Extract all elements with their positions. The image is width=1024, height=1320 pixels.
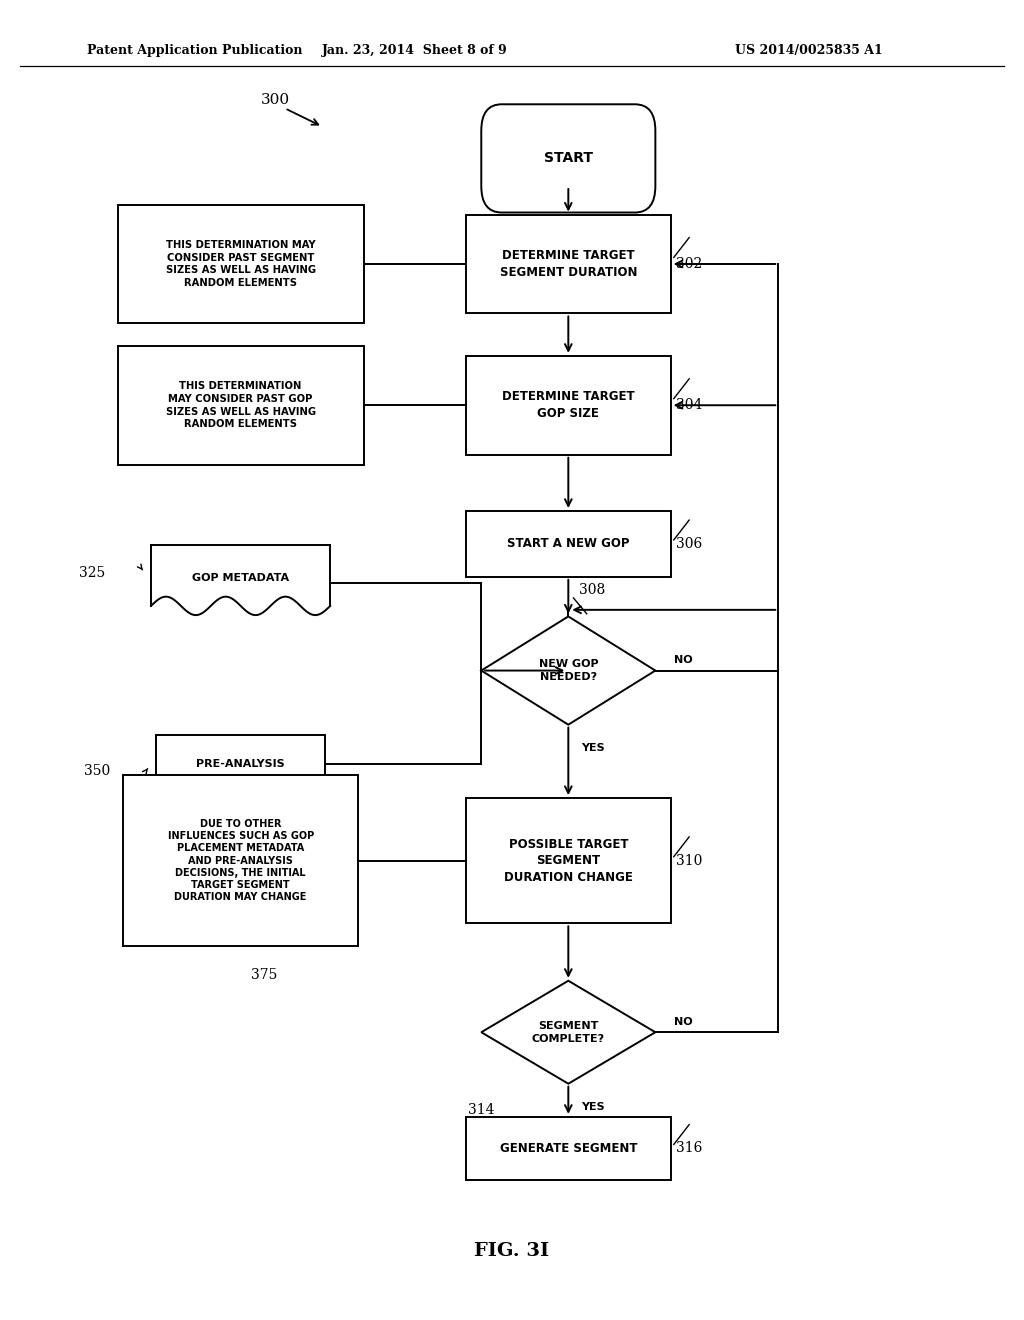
FancyBboxPatch shape	[481, 104, 655, 213]
Text: GOP METADATA: GOP METADATA	[193, 573, 289, 583]
FancyBboxPatch shape	[466, 797, 671, 924]
FancyBboxPatch shape	[466, 1117, 671, 1180]
Text: START: START	[544, 152, 593, 165]
Text: DETERMINE TARGET
SEGMENT DURATION: DETERMINE TARGET SEGMENT DURATION	[500, 249, 637, 279]
FancyBboxPatch shape	[152, 545, 330, 606]
Text: 308: 308	[579, 582, 605, 597]
Text: NEW GOP
NEEDED?: NEW GOP NEEDED?	[539, 659, 598, 682]
Text: 314: 314	[468, 1104, 495, 1117]
Text: DUE TO OTHER
INFLUENCES SUCH AS GOP
PLACEMENT METADATA
AND PRE-ANALYSIS
DECISION: DUE TO OTHER INFLUENCES SUCH AS GOP PLAC…	[168, 818, 313, 903]
Text: SEGMENT
COMPLETE?: SEGMENT COMPLETE?	[531, 1020, 605, 1044]
FancyBboxPatch shape	[118, 346, 364, 465]
Text: START A NEW GOP: START A NEW GOP	[507, 537, 630, 550]
Text: 350: 350	[84, 764, 110, 777]
FancyBboxPatch shape	[118, 205, 364, 323]
FancyBboxPatch shape	[123, 775, 358, 946]
FancyBboxPatch shape	[466, 511, 671, 577]
Text: 310: 310	[676, 854, 702, 867]
Polygon shape	[481, 981, 655, 1084]
Text: US 2014/0025835 A1: US 2014/0025835 A1	[735, 44, 883, 57]
Text: THIS DETERMINATION MAY
CONSIDER PAST SEGMENT
SIZES AS WELL AS HAVING
RANDOM ELEM: THIS DETERMINATION MAY CONSIDER PAST SEG…	[166, 240, 315, 288]
Text: 325: 325	[79, 566, 104, 579]
Text: GENERATE SEGMENT: GENERATE SEGMENT	[500, 1142, 637, 1155]
Text: DETERMINE TARGET
GOP SIZE: DETERMINE TARGET GOP SIZE	[502, 391, 635, 420]
FancyBboxPatch shape	[466, 214, 671, 313]
Text: 300: 300	[261, 94, 290, 107]
Polygon shape	[481, 616, 655, 725]
FancyBboxPatch shape	[466, 356, 671, 454]
Text: YES: YES	[581, 1102, 604, 1113]
Text: POSSIBLE TARGET
SEGMENT
DURATION CHANGE: POSSIBLE TARGET SEGMENT DURATION CHANGE	[504, 838, 633, 883]
Text: 302: 302	[676, 257, 702, 271]
FancyBboxPatch shape	[156, 735, 326, 793]
Text: 304: 304	[676, 399, 702, 412]
Text: THIS DETERMINATION
MAY CONSIDER PAST GOP
SIZES AS WELL AS HAVING
RANDOM ELEMENTS: THIS DETERMINATION MAY CONSIDER PAST GOP…	[166, 381, 315, 429]
Text: FIG. 3I: FIG. 3I	[474, 1242, 550, 1261]
Text: NO: NO	[674, 1016, 692, 1027]
Text: 375: 375	[251, 969, 278, 982]
Text: 306: 306	[676, 537, 702, 550]
Text: YES: YES	[581, 743, 604, 754]
Text: 316: 316	[676, 1142, 702, 1155]
Text: Patent Application Publication: Patent Application Publication	[87, 44, 302, 57]
Text: Jan. 23, 2014  Sheet 8 of 9: Jan. 23, 2014 Sheet 8 of 9	[322, 44, 508, 57]
Text: NO: NO	[674, 655, 692, 665]
Text: PRE-ANALYSIS: PRE-ANALYSIS	[197, 759, 285, 770]
